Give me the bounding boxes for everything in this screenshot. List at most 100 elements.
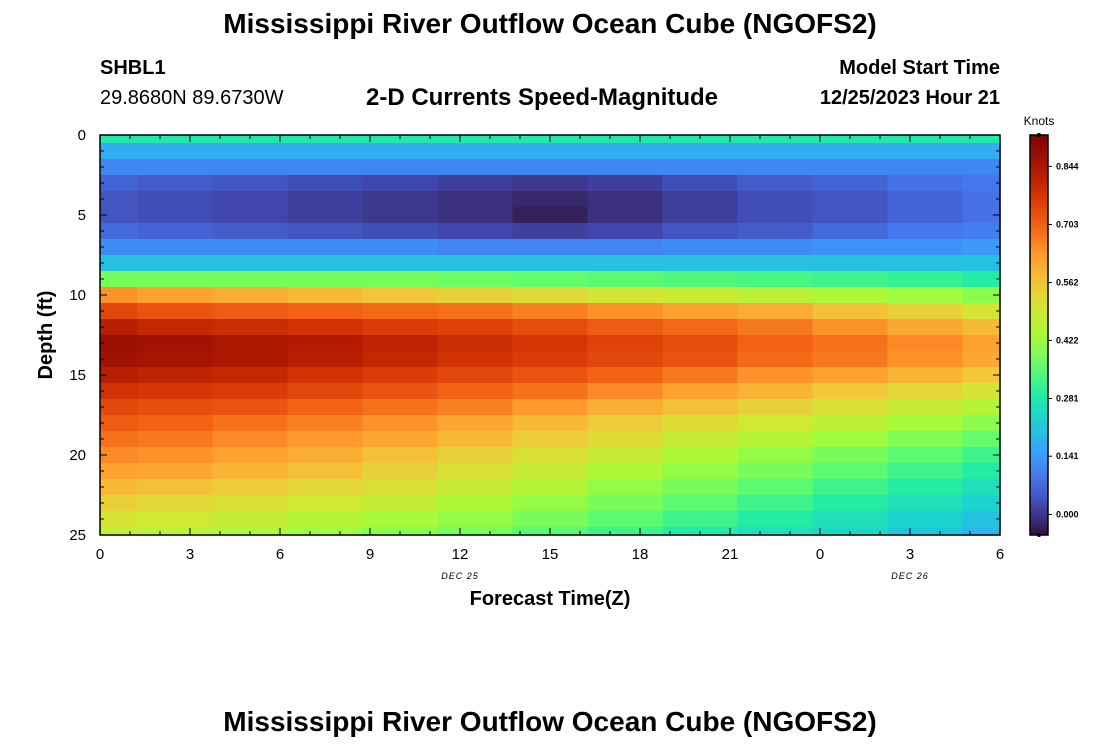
heatmap-cell bbox=[137, 239, 214, 256]
heatmap-cell bbox=[587, 207, 664, 224]
heatmap-cell bbox=[100, 287, 139, 304]
heatmap-cell bbox=[962, 431, 1001, 448]
heatmap-cell bbox=[212, 399, 289, 416]
heatmap-cell bbox=[362, 159, 439, 176]
heatmap-cell bbox=[137, 135, 214, 144]
heatmap-cell bbox=[212, 223, 289, 240]
heatmap-cell bbox=[287, 527, 364, 536]
x-tick-label: 0 bbox=[816, 546, 824, 563]
heatmap-cell bbox=[437, 511, 514, 528]
heatmap-cell bbox=[137, 159, 214, 176]
colorbar-unit: Knots bbox=[1024, 114, 1055, 128]
heatmap-cell bbox=[287, 191, 364, 208]
colorbar-tick-label: 0.281 bbox=[1056, 394, 1079, 404]
heatmap-cell bbox=[100, 207, 139, 224]
heatmap-cell bbox=[962, 511, 1001, 528]
heatmap-cell bbox=[212, 447, 289, 464]
heatmap-cell bbox=[737, 511, 814, 528]
heatmap-cell bbox=[737, 271, 814, 288]
heatmap-cell bbox=[287, 431, 364, 448]
heatmap-cell bbox=[962, 335, 1001, 352]
heatmap-cell bbox=[887, 143, 964, 160]
heatmap-cell bbox=[887, 255, 964, 272]
heatmap-cell bbox=[287, 287, 364, 304]
heatmap-cell bbox=[962, 159, 1001, 176]
heatmap-cell bbox=[512, 271, 589, 288]
date-label: DEC 25 bbox=[441, 571, 479, 581]
heatmap-cell bbox=[737, 367, 814, 384]
heatmap-cell bbox=[212, 239, 289, 256]
heatmap-cell bbox=[512, 303, 589, 320]
heatmap-cell bbox=[887, 319, 964, 336]
heatmap-cell bbox=[662, 511, 739, 528]
heatmap-cell bbox=[737, 303, 814, 320]
heatmap-cell bbox=[512, 495, 589, 512]
heatmap-cell bbox=[437, 383, 514, 400]
heatmap-cell bbox=[887, 271, 964, 288]
heatmap-cell bbox=[662, 367, 739, 384]
heatmap-cell bbox=[587, 511, 664, 528]
heatmap-cell bbox=[287, 255, 364, 272]
heatmap-cell bbox=[587, 303, 664, 320]
heatmap-cell bbox=[287, 271, 364, 288]
heatmap-cell bbox=[212, 495, 289, 512]
heatmap-cell bbox=[100, 527, 139, 536]
heatmap-cell bbox=[812, 319, 889, 336]
footer-title: Mississippi River Outflow Ocean Cube (NG… bbox=[223, 706, 877, 737]
heatmap-cell bbox=[362, 303, 439, 320]
heatmap-cell bbox=[362, 463, 439, 480]
heatmap-cell bbox=[662, 463, 739, 480]
y-axis: 0 5 10 15 20 25 bbox=[69, 127, 1000, 544]
heatmap-cell bbox=[437, 271, 514, 288]
heatmap-cell bbox=[362, 351, 439, 368]
colorbar-gradient bbox=[1029, 134, 1049, 536]
colorbar: Knots 0.000 0.141 0.281 0.422 0.562 0.703 0.844 bbox=[1024, 114, 1079, 537]
heatmap-cell bbox=[962, 463, 1001, 480]
heatmap-cell bbox=[287, 351, 364, 368]
heatmap-cell bbox=[662, 271, 739, 288]
heatmap-cell bbox=[287, 447, 364, 464]
heatmap-cell bbox=[587, 447, 664, 464]
heatmap-cell bbox=[362, 175, 439, 192]
heatmap-cell bbox=[362, 495, 439, 512]
heatmap-cell bbox=[662, 431, 739, 448]
heatmap-cell bbox=[737, 159, 814, 176]
heatmap-cell bbox=[737, 415, 814, 432]
heatmap-cell bbox=[287, 159, 364, 176]
heatmap-cell bbox=[887, 335, 964, 352]
heatmap-cell bbox=[512, 431, 589, 448]
heatmap-cells bbox=[100, 135, 1001, 536]
x-tick-label: 9 bbox=[366, 546, 374, 563]
heatmap-cell bbox=[437, 175, 514, 192]
heatmap-cell bbox=[812, 495, 889, 512]
heatmap-cell bbox=[287, 399, 364, 416]
x-tick-label: 12 bbox=[452, 546, 469, 563]
heatmap-cell bbox=[212, 415, 289, 432]
heatmap-cell bbox=[962, 303, 1001, 320]
heatmap-cell bbox=[100, 463, 139, 480]
heatmap-cell bbox=[212, 367, 289, 384]
heatmap-cell bbox=[212, 135, 289, 144]
heatmap-cell bbox=[212, 431, 289, 448]
x-tick-label: 15 bbox=[542, 546, 559, 563]
heatmap-cell bbox=[587, 223, 664, 240]
heatmap-cell bbox=[512, 479, 589, 496]
heatmap-cell bbox=[962, 191, 1001, 208]
x-tick-label: 21 bbox=[722, 546, 739, 563]
x-tick-label: 6 bbox=[996, 546, 1004, 563]
heatmap-cell bbox=[212, 271, 289, 288]
heatmap-cell bbox=[100, 383, 139, 400]
heatmap-cell bbox=[437, 239, 514, 256]
heatmap-cell bbox=[437, 447, 514, 464]
heatmap-cell bbox=[100, 255, 139, 272]
heatmap-cell bbox=[437, 527, 514, 536]
heatmap-cell bbox=[962, 415, 1001, 432]
heatmap-cell bbox=[662, 175, 739, 192]
heatmap-cell bbox=[212, 351, 289, 368]
heatmap-cell bbox=[362, 271, 439, 288]
heatmap-cell bbox=[100, 175, 139, 192]
chart-subtitle: 2-D Currents Speed-Magnitude bbox=[366, 84, 719, 111]
heatmap-cell bbox=[137, 223, 214, 240]
heatmap-cell bbox=[887, 399, 964, 416]
heatmap-cell bbox=[212, 143, 289, 160]
